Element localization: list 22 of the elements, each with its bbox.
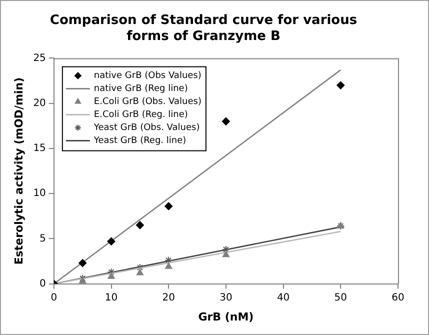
x-axis-title: GrB (nM) [198,310,254,324]
x-tick-label: 60 [392,292,404,304]
legend-label: native GrB (Reg line) [94,84,188,94]
x-tick-label: 20 [162,292,175,304]
y-tick-label: 0 [40,278,46,290]
x-tick-label: 0 [50,292,58,304]
legend-label: Yeast GrB (Reg. line) [92,136,186,146]
y-tick-label: 10 [33,188,46,200]
chart-title: Comparison of Standard curve for various forms of Granzyme B [50,13,358,44]
x-tick-label: 40 [276,292,290,304]
y-tick-label: 5 [40,233,46,244]
x-tick-label: 30 [220,292,232,304]
y-tick-label: 15 [33,143,46,154]
y-tick-label: 25 [33,52,46,64]
y-axis-title: Esterolytic activity (mOD/min) [12,77,26,265]
x-tick-label: 10 [104,292,118,304]
x-tick-label: 50 [334,292,348,304]
y-tick-label: 20 [33,98,46,109]
legend-label: native GrB (Obs Values) [94,71,202,82]
legend-label: E.Coli GrB (Obs. Values) [94,97,202,108]
legend-label: Yeast GrB (Obs. Values) [92,123,200,134]
legend-label: E.Coli GrB (Reg. line) [94,110,188,120]
